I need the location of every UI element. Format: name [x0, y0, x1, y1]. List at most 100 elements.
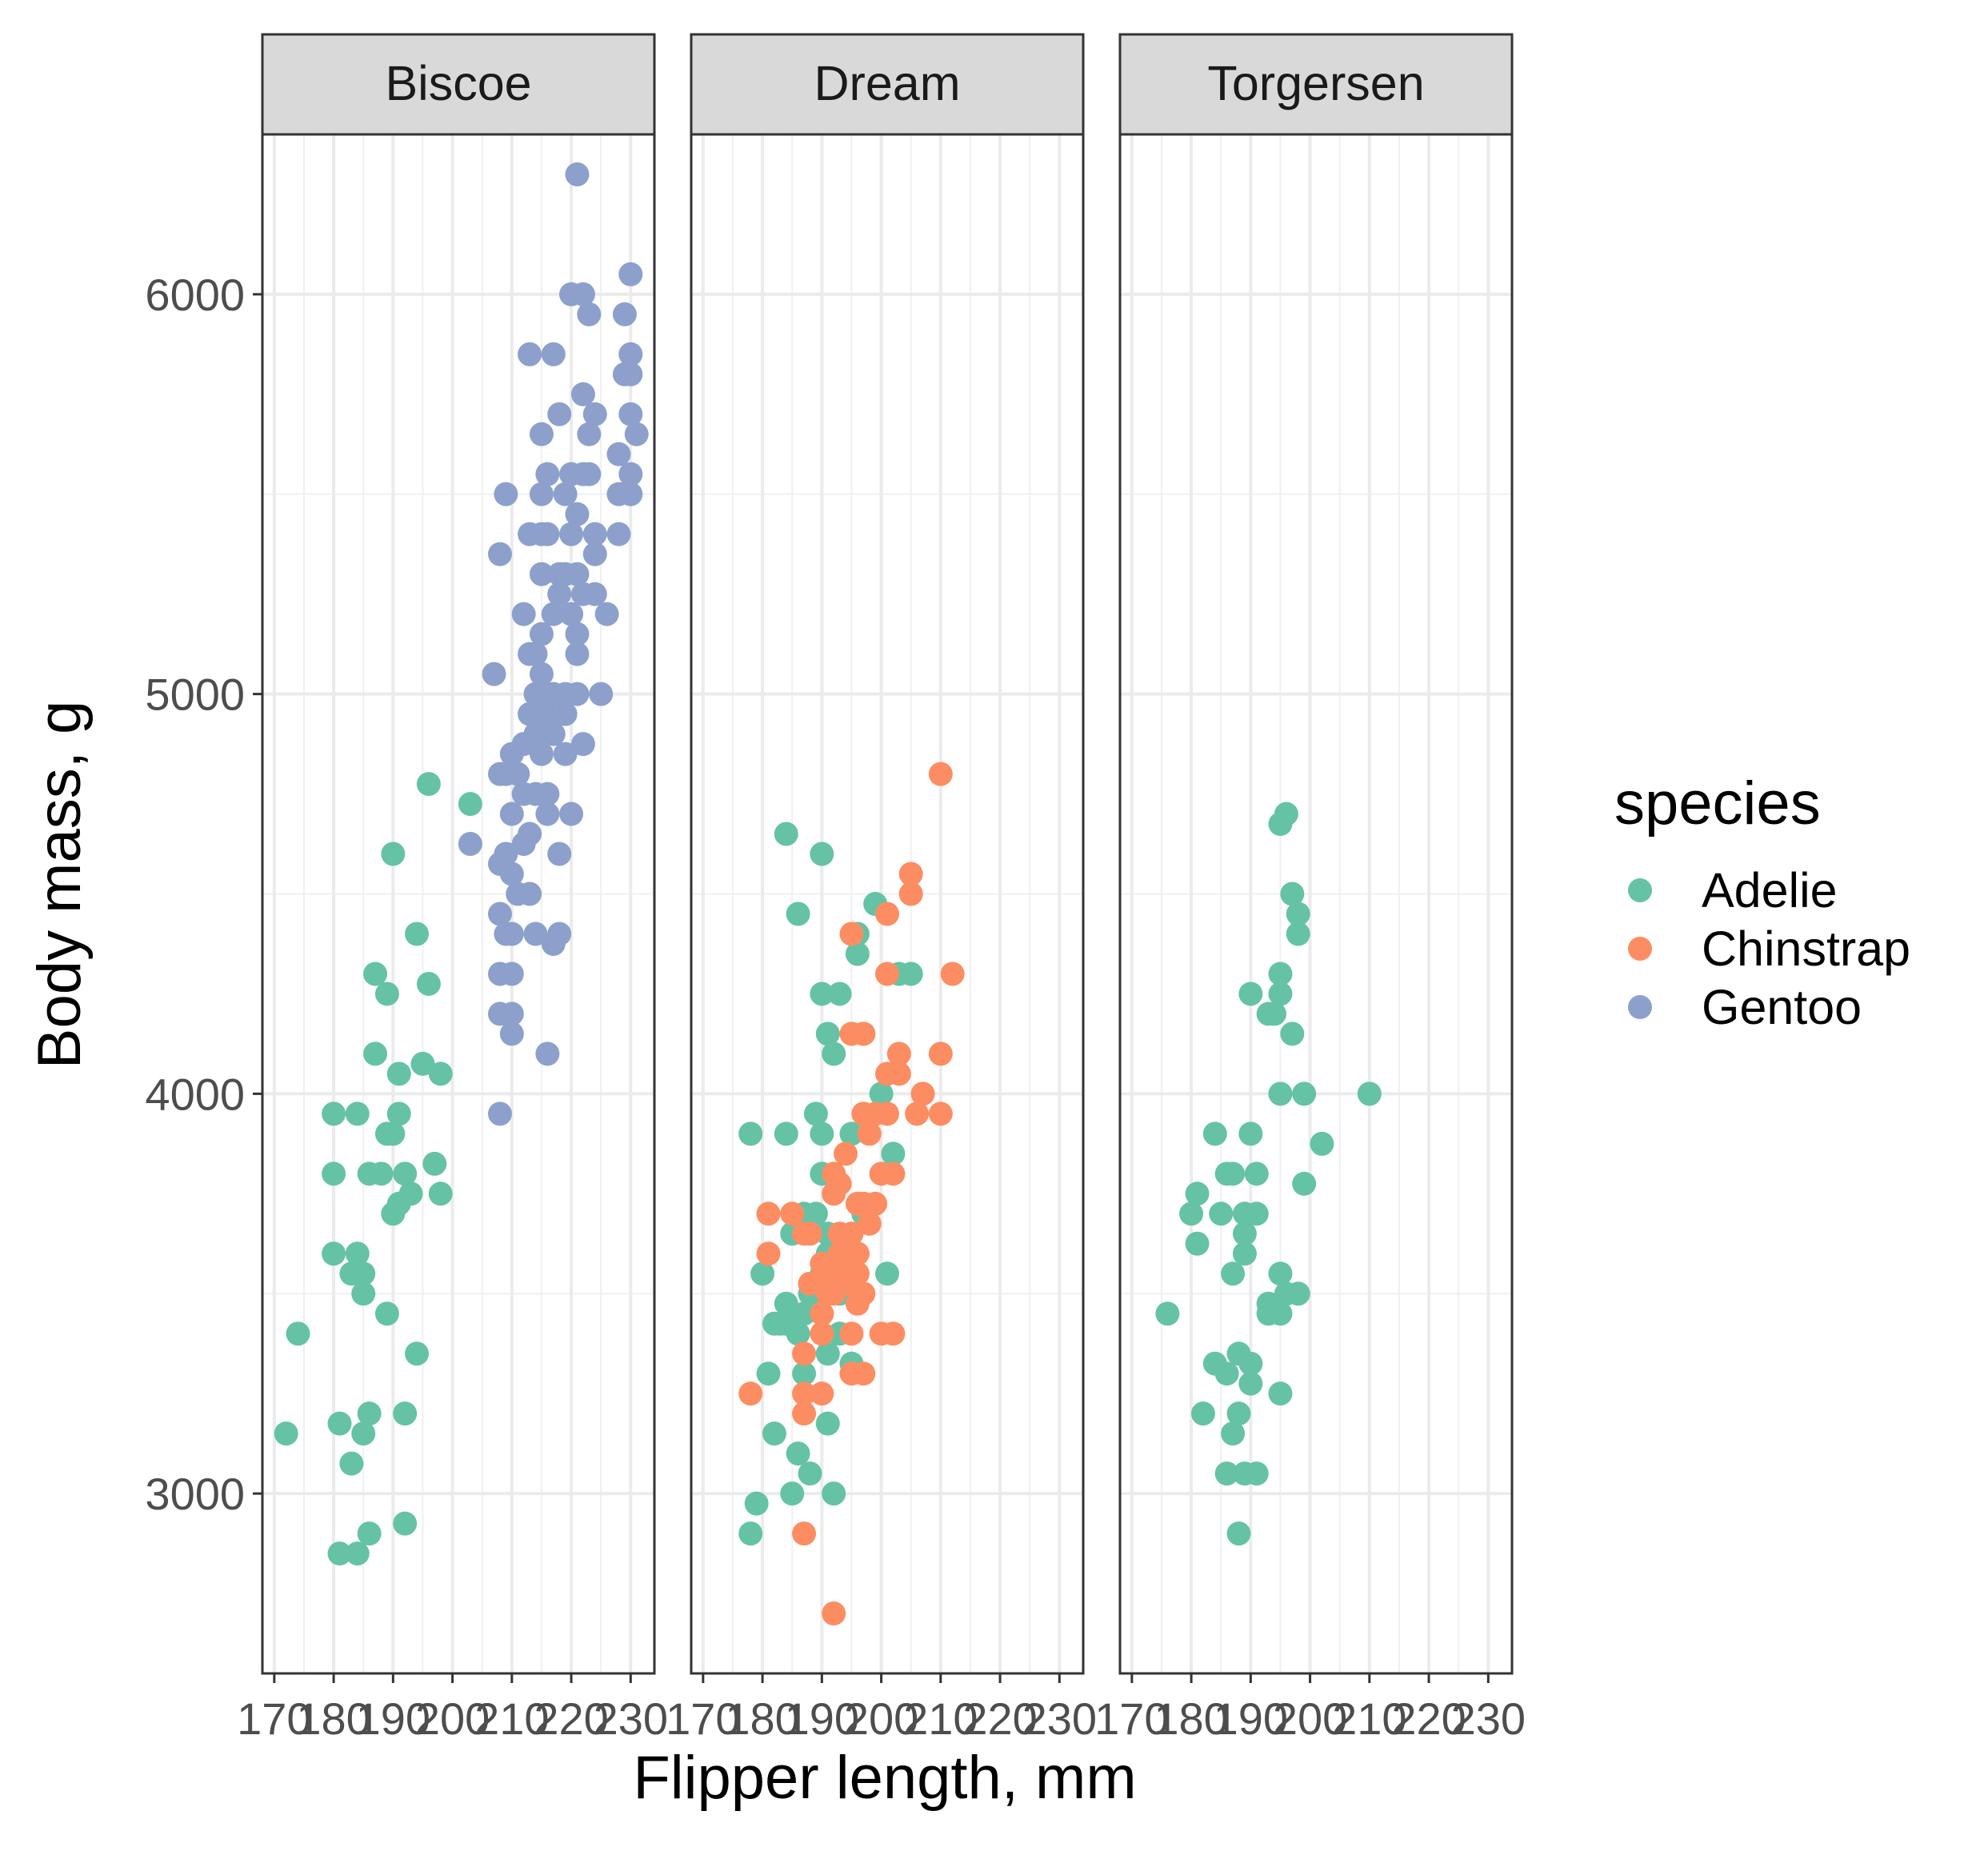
data-point-adelie: [322, 1161, 346, 1186]
data-point-gentoo: [499, 922, 524, 946]
data-point-adelie: [774, 1291, 798, 1316]
data-point-gentoo: [594, 602, 619, 626]
y-tick-label: 4000: [145, 1069, 245, 1119]
data-point-adelie: [803, 1201, 828, 1226]
data-point-adelie: [1209, 1201, 1234, 1226]
legend-key-adelie: [1628, 878, 1652, 902]
x-axes: 1701801902002102202301701801902002102202…: [237, 1673, 1526, 1744]
data-point-gentoo: [523, 642, 548, 666]
x-tick-label: 170: [666, 1693, 740, 1744]
x-axis-title: Flipper length, mm: [633, 1744, 1136, 1812]
data-point-gentoo: [518, 342, 542, 366]
data-point-gentoo: [582, 582, 607, 606]
data-point-chinstrap: [928, 1101, 953, 1126]
data-point-gentoo: [606, 442, 631, 466]
data-point-gentoo: [577, 422, 602, 446]
data-point-adelie: [827, 981, 852, 1006]
data-point-adelie: [822, 1481, 846, 1506]
data-point-chinstrap: [886, 1061, 911, 1086]
data-point-gentoo: [499, 961, 524, 986]
data-point-gentoo: [570, 382, 595, 406]
data-point-adelie: [428, 1181, 453, 1206]
x-tick-label: 220: [962, 1693, 1037, 1744]
data-point-chinstrap: [792, 1381, 817, 1406]
x-tick-label: 180: [296, 1693, 370, 1744]
data-point-adelie: [786, 1321, 810, 1346]
x-tick-label: 220: [1391, 1693, 1466, 1744]
data-point-adelie: [780, 1481, 805, 1506]
data-point-gentoo: [523, 922, 548, 946]
data-point-adelie: [798, 1461, 822, 1486]
data-point-gentoo: [535, 782, 560, 806]
data-point-gentoo: [606, 522, 631, 546]
data-point-adelie: [322, 1101, 346, 1126]
data-point-chinstrap: [898, 862, 923, 886]
data-point-adelie: [1190, 1401, 1215, 1426]
panel-border: [261, 133, 656, 1675]
x-tick-label: 180: [1154, 1693, 1228, 1744]
data-point-adelie: [363, 961, 388, 986]
data-point-gentoo: [529, 742, 554, 766]
data-point-adelie: [1238, 1371, 1263, 1396]
data-point-gentoo: [582, 542, 607, 566]
data-point-chinstrap: [851, 1361, 876, 1386]
data-point-chinstrap: [898, 882, 923, 906]
data-point-chinstrap: [792, 1521, 817, 1546]
data-point-adelie: [1221, 1261, 1246, 1286]
data-point-gentoo: [565, 622, 590, 646]
data-point-chinstrap: [928, 762, 953, 786]
data-point-gentoo: [535, 1041, 560, 1066]
facet-panels: Biscoe Dream Torgersen: [261, 33, 1514, 1675]
data-point-chinstrap: [875, 1101, 899, 1126]
x-tick-label: 190: [1214, 1693, 1288, 1744]
data-point-gentoo: [547, 922, 572, 946]
facet-strip: [261, 33, 656, 136]
data-point-gentoo: [618, 262, 643, 286]
data-point-gentoo: [535, 802, 560, 826]
data-point-gentoo: [458, 832, 482, 857]
data-point-adelie: [738, 1121, 763, 1146]
panel-border: [1118, 133, 1514, 1675]
data-point-adelie: [416, 971, 441, 996]
x-tick-label: 230: [1022, 1693, 1097, 1744]
x-tick-label: 180: [725, 1693, 799, 1744]
data-point-adelie: [1238, 981, 1263, 1006]
data-point-adelie: [898, 961, 923, 986]
data-point-chinstrap: [851, 1281, 876, 1306]
data-point-chinstrap: [875, 902, 899, 926]
data-point-gentoo: [541, 722, 566, 746]
data-point-adelie: [750, 1261, 775, 1286]
data-point-adelie: [1244, 1461, 1269, 1486]
data-point-adelie: [1185, 1181, 1210, 1206]
data-point-adelie: [815, 1021, 840, 1046]
data-point-chinstrap: [810, 1381, 834, 1406]
data-point-gentoo: [559, 522, 584, 546]
y-tick-label: 5000: [145, 670, 245, 720]
data-point-gentoo: [482, 662, 506, 686]
data-point-adelie: [1286, 922, 1310, 946]
y-tick-label: 6000: [145, 270, 245, 320]
facet-panel-torgersen: Torgersen: [1118, 33, 1514, 1675]
data-point-adelie: [822, 1041, 846, 1066]
y-axis: 3000 4000 5000 6000: [145, 270, 262, 1519]
data-point-gentoo: [499, 802, 524, 826]
data-point-adelie: [786, 902, 810, 926]
data-point-gentoo: [553, 742, 578, 766]
data-point-adelie: [1214, 1461, 1239, 1486]
data-point-gentoo: [499, 1001, 524, 1026]
data-point-gentoo: [541, 602, 566, 626]
data-point-adelie: [1357, 1081, 1382, 1106]
x-tick-label: 200: [415, 1693, 490, 1744]
data-point-gentoo: [523, 682, 548, 706]
data-point-adelie: [1185, 1231, 1210, 1256]
data-point-gentoo: [577, 302, 602, 326]
data-point-adelie: [1262, 1001, 1287, 1026]
data-point-gentoo: [577, 462, 602, 486]
x-tick-label: 190: [356, 1693, 430, 1744]
data-point-gentoo: [506, 762, 530, 786]
data-point-adelie: [351, 1421, 376, 1446]
data-point-adelie: [416, 772, 441, 797]
data-point-adelie: [369, 1161, 394, 1186]
data-point-gentoo: [547, 582, 572, 606]
